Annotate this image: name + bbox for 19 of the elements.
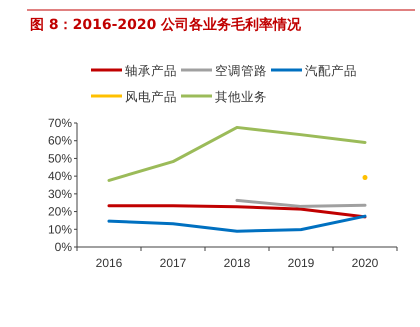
x-tick-label: 2016 [96, 256, 123, 270]
x-tick-label: 2020 [352, 256, 379, 270]
legend-label: 其他业务 [215, 89, 267, 104]
y-tick-label: 0% [54, 240, 72, 254]
y-tick-label: 60% [48, 134, 72, 148]
x-tick-label: 2019 [288, 256, 315, 270]
legend-label: 轴承产品 [125, 63, 177, 78]
legend-label: 汽配产品 [305, 63, 357, 78]
legend-label: 风电产品 [125, 89, 177, 104]
y-tick-label: 40% [48, 169, 72, 184]
chart-title: 图 8：2016-2020 公司各业务毛利率情况 [30, 16, 302, 33]
y-tick-label: 20% [48, 204, 72, 219]
legend-label: 空调管路 [215, 63, 267, 78]
y-tick-label: 50% [48, 151, 72, 166]
y-tick-label: 70% [48, 116, 72, 130]
y-tick-label: 10% [48, 222, 72, 236]
y-tick-label: 30% [48, 186, 72, 201]
x-tick-label: 2018 [224, 256, 251, 270]
x-tick-label: 2017 [160, 256, 187, 270]
